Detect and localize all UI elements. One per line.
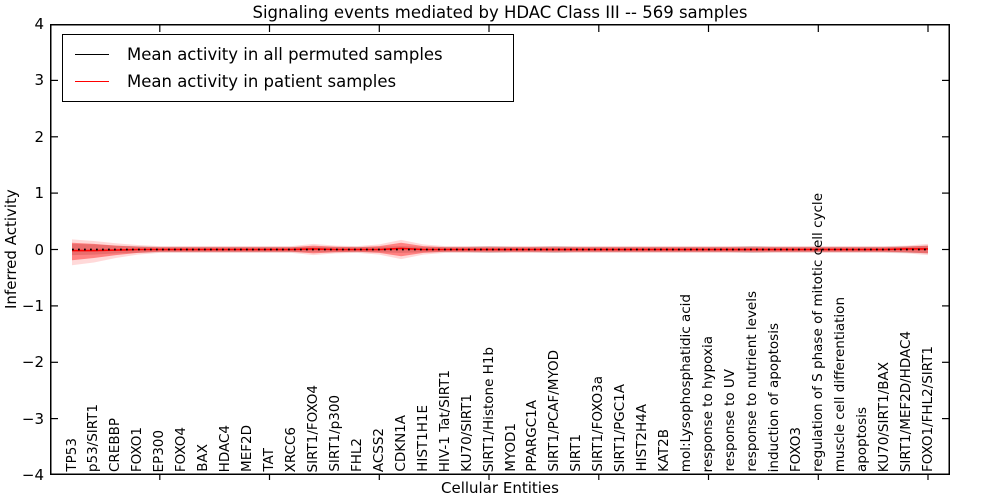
x-category-label: muscle cell differentiation [831,296,848,472]
x-category-label: SIRT1/p300 [326,395,343,472]
y-tick-label: 3 [34,71,44,90]
x-category-label: EP300 [151,429,168,472]
x-category-label: KU70/SIRT1 [458,394,475,472]
y-tick-label: −3 [21,409,44,428]
y-tick-label: −1 [21,296,44,315]
plot-frame [50,24,950,475]
x-category-label: response to hypoxia [700,335,716,472]
series-line-patient [72,247,928,252]
x-category-label: HIST2H4A [634,404,651,472]
y-tick-label: 1 [34,184,44,203]
x-category-label: SIRT1 [568,434,585,472]
x-category-label: TP53 [63,438,80,472]
legend-label-patient: Mean activity in patient samples [127,72,397,91]
x-category-label: PPARGC1A [524,400,541,472]
y-tick-label: −4 [21,466,44,484]
x-category-label: BAX [195,444,212,472]
x-category-label: SIRT1/Histone H1b [480,346,497,472]
x-category-label: regulation of S phase of mitotic cell cy… [809,193,826,472]
x-category-label: mol:Lysophosphatidic acid [678,293,695,472]
legend-line-sample-permuted [75,54,109,55]
x-category-label: induction of apoptosis [765,322,782,472]
x-category-label: SIRT1/FOXO4 [304,384,321,472]
x-category-label: FOXO4 [173,426,190,472]
x-category-label: response to nutrient levels [743,291,760,472]
x-axis-label: Cellular Entities [441,479,559,497]
x-category-label: apoptosis [853,406,870,472]
chart-title: Signaling events mediated by HDAC Class … [252,3,748,22]
x-category-label: ACSS2 [370,427,387,472]
x-category-label: KAT2B [656,429,673,472]
patient-range-band [72,242,928,261]
y-tick-label: 4 [34,15,44,33]
x-category-label: response to UV [722,369,738,472]
x-category-label: CDKN1A [392,415,409,472]
legend-item-patient: Mean activity in patient samples [73,68,503,95]
x-category-label: CREBBP [107,418,124,472]
x-category-label: FOXO3 [787,426,804,472]
x-category-label: XRCC6 [283,426,299,472]
x-category-label: MEF2D [239,425,256,472]
plot-area [50,24,950,480]
legend-item-permuted: Mean activity in all permuted samples [73,41,503,68]
legend-line-sample-patient [75,81,109,82]
x-category-label: SIRT1/PGC1A [612,383,629,472]
x-category-label: HDAC4 [217,424,234,472]
x-category-label: SIRT1/MEF2D/HDAC4 [897,330,914,472]
y-tick-label: 0 [34,240,44,259]
x-category-label: FOXO1/FHL2/SIRT1 [919,345,936,472]
x-category-label: FOXO1 [129,426,146,472]
x-category-label: SIRT1/FOXO3a [590,376,607,472]
x-category-label: p53/SIRT1 [85,403,102,472]
y-tick-label: 2 [34,127,44,146]
x-category-label: HIST1H1E [414,405,431,472]
x-category-label: KU70/SIRT1/BAX [875,361,892,472]
y-tick-label: −2 [21,353,44,372]
x-category-label: MYOD1 [502,423,519,472]
x-category-label: HIV-1 Tat/SIRT1 [436,369,453,472]
x-category-label: SIRT1/PCAF/MYOD [546,350,563,472]
legend-label-permuted: Mean activity in all permuted samples [127,45,443,64]
legend: Mean activity in all permuted samples Me… [62,34,514,102]
patient-range-outer-band [72,239,928,266]
x-category-label: FHL2 [348,437,365,472]
x-category-label: TAT [261,448,277,472]
